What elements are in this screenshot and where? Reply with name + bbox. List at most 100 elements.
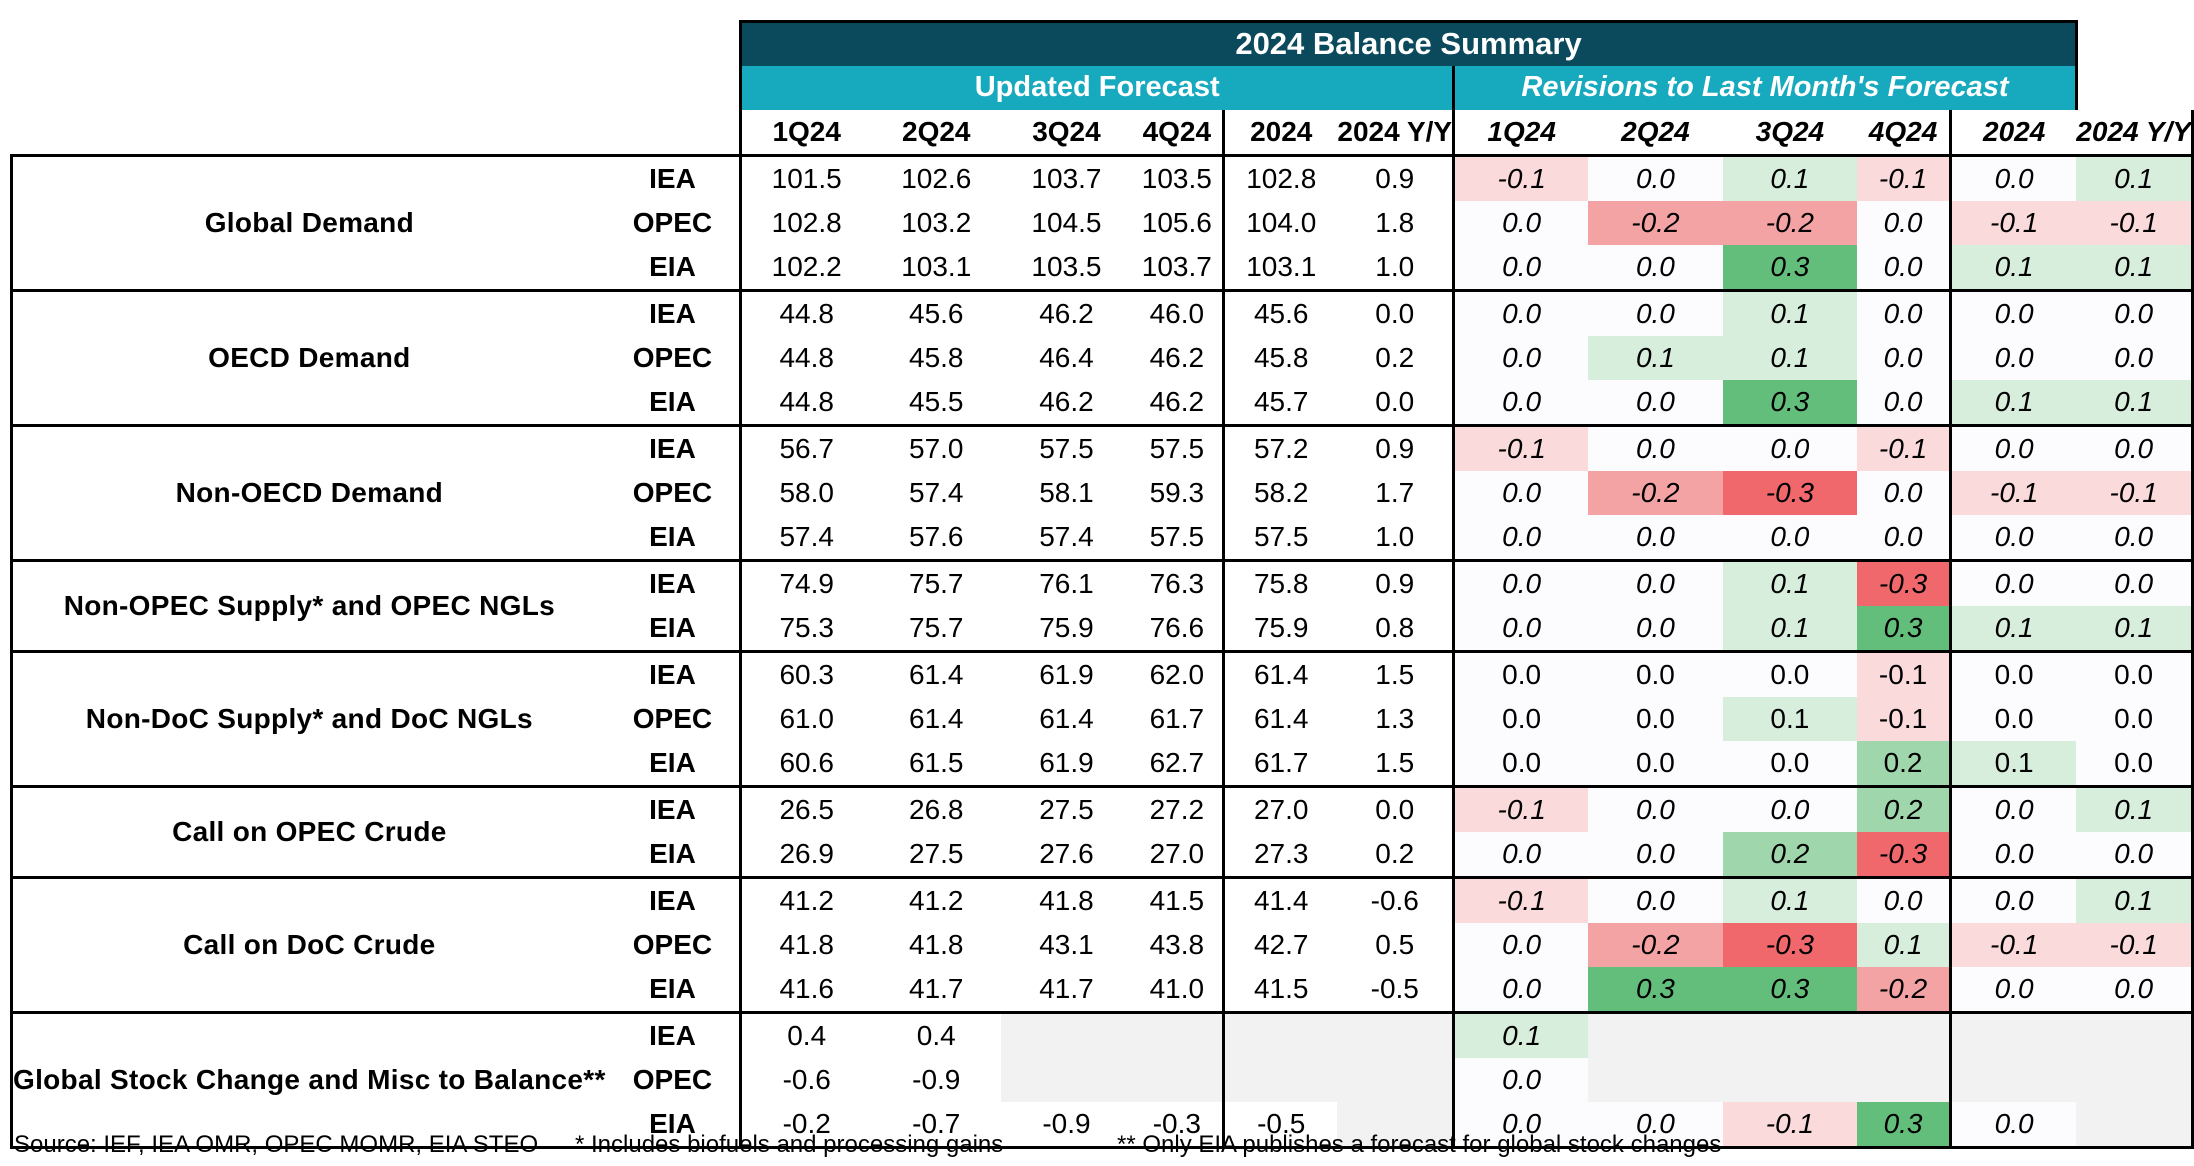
updated-cell-yoy: 1.5	[1337, 740, 1454, 788]
source-label: IEA	[605, 423, 741, 471]
updated-cell-q4: 59.3	[1149, 476, 1205, 508]
revision-cell-year: 0.1	[1949, 740, 2077, 788]
updated-cell-q1: 26.9	[739, 831, 872, 879]
updated-cell-q4: 27.0	[1131, 831, 1224, 879]
updated-cell-q3: -0.9	[1001, 1101, 1132, 1149]
updated-cell-yoy: 0.9	[1337, 153, 1454, 201]
revision-cell-yoy: 0.0	[2076, 966, 2194, 1014]
table-row: Call on DoC Crude IEA 41.2 41.2 41.8 41.5 41.4…	[9, 875, 2194, 1014]
updated-cell-q3: 103.5	[1001, 244, 1132, 292]
group-label: Non-OECD Demand	[9, 423, 606, 562]
updated-cell-year: 61.4	[1222, 649, 1338, 697]
source-label: EIA	[605, 379, 741, 427]
source-label: IEA	[605, 784, 741, 832]
revision-cell-q3: 0.1	[1722, 153, 1858, 201]
updated-cell-yoy: 0.2	[1375, 341, 1415, 373]
revision-cell-q3: 0.3	[1722, 379, 1858, 427]
revision-cell-year: 0.0	[1949, 696, 2077, 741]
revision-cell-yoy: 0.0	[2076, 288, 2194, 336]
updated-cell-q3	[1001, 1057, 1132, 1102]
source-label: IEA	[605, 153, 741, 201]
updated-cell-year: 58.2	[1222, 470, 1338, 515]
col-header-updated-q4: 4Q24	[1131, 109, 1224, 157]
updated-cell-q2: 26.8	[871, 784, 1002, 832]
revision-cell-yoy: 0.1	[2076, 153, 2194, 201]
revision-cell-q4: 0.2	[1857, 740, 1951, 788]
revision-cell-q4: -0.2	[1857, 966, 1951, 1014]
source-label: OPEC	[632, 928, 713, 960]
source-label: IEA	[605, 1010, 741, 1058]
revision-cell-year: 0.0	[1949, 831, 2077, 879]
revision-cell-q1: 0.0	[1452, 379, 1589, 427]
updated-cell-year: 42.7	[1222, 922, 1338, 967]
updated-cell-year: 102.8	[1222, 153, 1338, 201]
revision-cell-yoy: 0.0	[2076, 696, 2194, 741]
updated-cell-q4: 103.7	[1131, 244, 1224, 292]
updated-cell-yoy: 0.5	[1375, 928, 1415, 960]
updated-cell-q4: 103.5	[1131, 153, 1224, 201]
revision-cell-q3: 0.2	[1722, 831, 1858, 879]
updated-cell-q3: 58.1	[1039, 476, 1094, 508]
updated-cell-q3: 46.4	[1039, 341, 1094, 373]
revision-cell-q1: 0.0	[1452, 470, 1589, 515]
revision-cell-q3: -0.1	[1722, 1101, 1858, 1149]
updated-cell-q3: 75.9	[1001, 605, 1132, 653]
revision-cell-yoy: -0.1	[2076, 470, 2194, 515]
table-row: EIA 102.2 103.1 103.5 103.7 103.1 1.0 0.0 0.0 0.3…	[12, 244, 2194, 292]
revision-cell-q3: 0.1	[1722, 288, 1858, 336]
revision-cell-q4: 0.0	[1857, 335, 1951, 380]
updated-cell-q1: 26.5	[739, 784, 872, 832]
updated-cell-year: 103.1	[1222, 244, 1338, 292]
updated-cell-q4: 105.6	[1141, 206, 1212, 238]
updated-cell-q4: 62.0	[1131, 649, 1224, 697]
updated-cell-year	[1222, 1057, 1338, 1102]
revision-cell-yoy: 0.0	[2076, 740, 2194, 788]
revision-cell-q4: 0.1	[1857, 922, 1951, 967]
revision-cell-q2: 0.1	[1588, 335, 1723, 380]
updated-cell-q1: 56.7	[739, 423, 872, 471]
revision-cell-year: 0.1	[1949, 244, 2077, 292]
revision-cell-q1: 0.0	[1452, 200, 1589, 245]
group-label: OECD Demand	[9, 288, 606, 427]
updated-cell-q4: 46.0	[1131, 288, 1224, 336]
updated-cell-q1: 61.0	[739, 696, 872, 741]
table-row: OPEC 61.0 61.4 61.4 61.7 61.4 1.3 0.0 0.0 0.1 -0.1…	[12, 696, 2194, 741]
revision-cell-q4: 0.2	[1857, 784, 1951, 832]
revision-cell-q4: -0.1	[1857, 649, 1951, 697]
updated-cell-q1: 58.0	[739, 470, 872, 515]
updated-cell-q3: 61.9	[1001, 740, 1132, 788]
updated-cell-q3: 27.6	[1001, 831, 1132, 879]
updated-cell-q2: 102.6	[871, 153, 1002, 201]
table-row: EIA 44.8 45.5 46.2 46.2 45.7 0.0 0.0 0.0 0.3 0.0 0.…	[12, 379, 2194, 427]
revision-cell-year: 0.0	[1949, 1101, 2077, 1149]
revision-cell-yoy: 0.1	[2076, 244, 2194, 292]
updated-cell-q3: 57.4	[1001, 514, 1132, 562]
updated-cell-yoy	[1337, 1101, 1454, 1149]
revision-cell-year: 0.0	[1949, 514, 2077, 562]
revision-cell-q2: 0.0	[1588, 288, 1723, 336]
col-header-updated-yoy: 2024 Y/Y	[1337, 109, 1454, 157]
revision-cell-q3: 0.0	[1722, 740, 1858, 788]
updated-cell-q1: 57.4	[739, 514, 872, 562]
updated-cell-q2: -0.7	[871, 1101, 1002, 1149]
updated-cell-q1: 44.8	[739, 288, 872, 336]
updated-cell-q4: -0.3	[1131, 1101, 1224, 1149]
revision-cell-q1: 0.0	[1452, 831, 1589, 879]
revision-cell-q4: 0.0	[1857, 470, 1951, 515]
updated-cell-q4: 41.0	[1131, 966, 1224, 1014]
updated-cell-q3: 46.2	[1001, 288, 1132, 336]
stock-footnote: ** Only EIA publishes a forecast for glo…	[1117, 1131, 1722, 1158]
updated-cell-yoy: 1.0	[1337, 514, 1454, 562]
revision-cell-yoy: 0.0	[2076, 423, 2194, 471]
revision-cell-q2: 0.0	[1588, 153, 1723, 201]
updated-cell-q4: 62.7	[1131, 740, 1224, 788]
col-header-revision-yoy: 2024 Y/Y	[2076, 109, 2194, 157]
updated-cell-q3: 76.1	[1001, 558, 1132, 606]
revision-cell-q4: 0.0	[1857, 875, 1951, 923]
updated-cell-yoy: 1.8	[1375, 206, 1415, 238]
revision-cell-q3: 0.1	[1722, 558, 1858, 606]
revision-cell-q4: 0.0	[1857, 200, 1951, 245]
updated-cell-year: -0.5	[1222, 1101, 1338, 1149]
revision-cell-q2: 0.0	[1588, 740, 1723, 788]
updated-cell-q2: 103.2	[901, 206, 972, 238]
